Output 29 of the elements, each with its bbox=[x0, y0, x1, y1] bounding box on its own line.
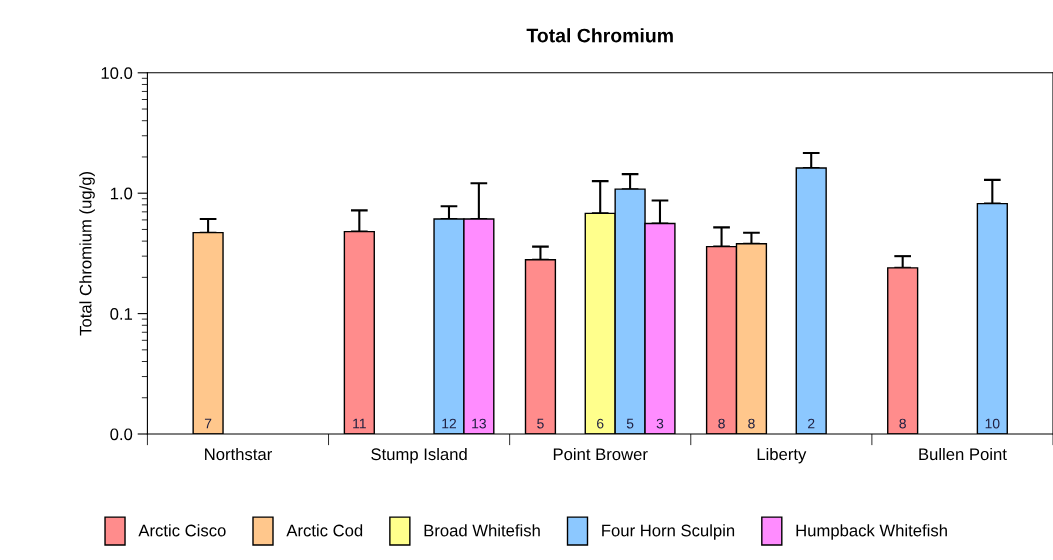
annotation: 10 bbox=[985, 418, 1000, 429]
legend-label: Broad Whitefish bbox=[424, 524, 540, 537]
annotation: 2 bbox=[808, 418, 815, 429]
annotation: 8 bbox=[899, 418, 906, 429]
y-tick-label: 0.0 bbox=[110, 428, 133, 441]
legend-label: Arctic Cod bbox=[286, 524, 363, 537]
x-tick-label: Bullen Point bbox=[919, 447, 1007, 461]
y-axis-title: Total Chromium (ug/g) bbox=[79, 172, 95, 336]
y-tick-label: 1.0 bbox=[110, 187, 133, 200]
annotation: 8 bbox=[718, 418, 725, 429]
x-tick-label: Stump Island bbox=[371, 447, 467, 464]
annotation: 3 bbox=[656, 418, 664, 429]
annotation: 5 bbox=[626, 418, 634, 429]
legend-label: Humpback Whitefish bbox=[796, 524, 947, 540]
annotation: 8 bbox=[748, 418, 755, 429]
annotation: 11 bbox=[353, 418, 366, 429]
y-tick-label: 10.0 bbox=[101, 67, 133, 79]
annotation: 7 bbox=[204, 418, 212, 429]
x-tick-label: Northstar bbox=[205, 447, 272, 461]
x-tick-label: Point Brower bbox=[553, 447, 648, 461]
chart-title: Total Chromium bbox=[526, 28, 673, 43]
annotation: 6 bbox=[597, 418, 604, 429]
x-tick-label: Liberty bbox=[757, 447, 807, 464]
annotation: 13 bbox=[472, 418, 486, 429]
annotation: 12 bbox=[442, 418, 457, 429]
y-tick-label: 0.1 bbox=[110, 308, 133, 320]
annotation: 5 bbox=[537, 418, 544, 429]
legend-label: Four Horn Sculpin bbox=[602, 524, 735, 540]
legend-label: Arctic Cisco bbox=[138, 524, 226, 537]
